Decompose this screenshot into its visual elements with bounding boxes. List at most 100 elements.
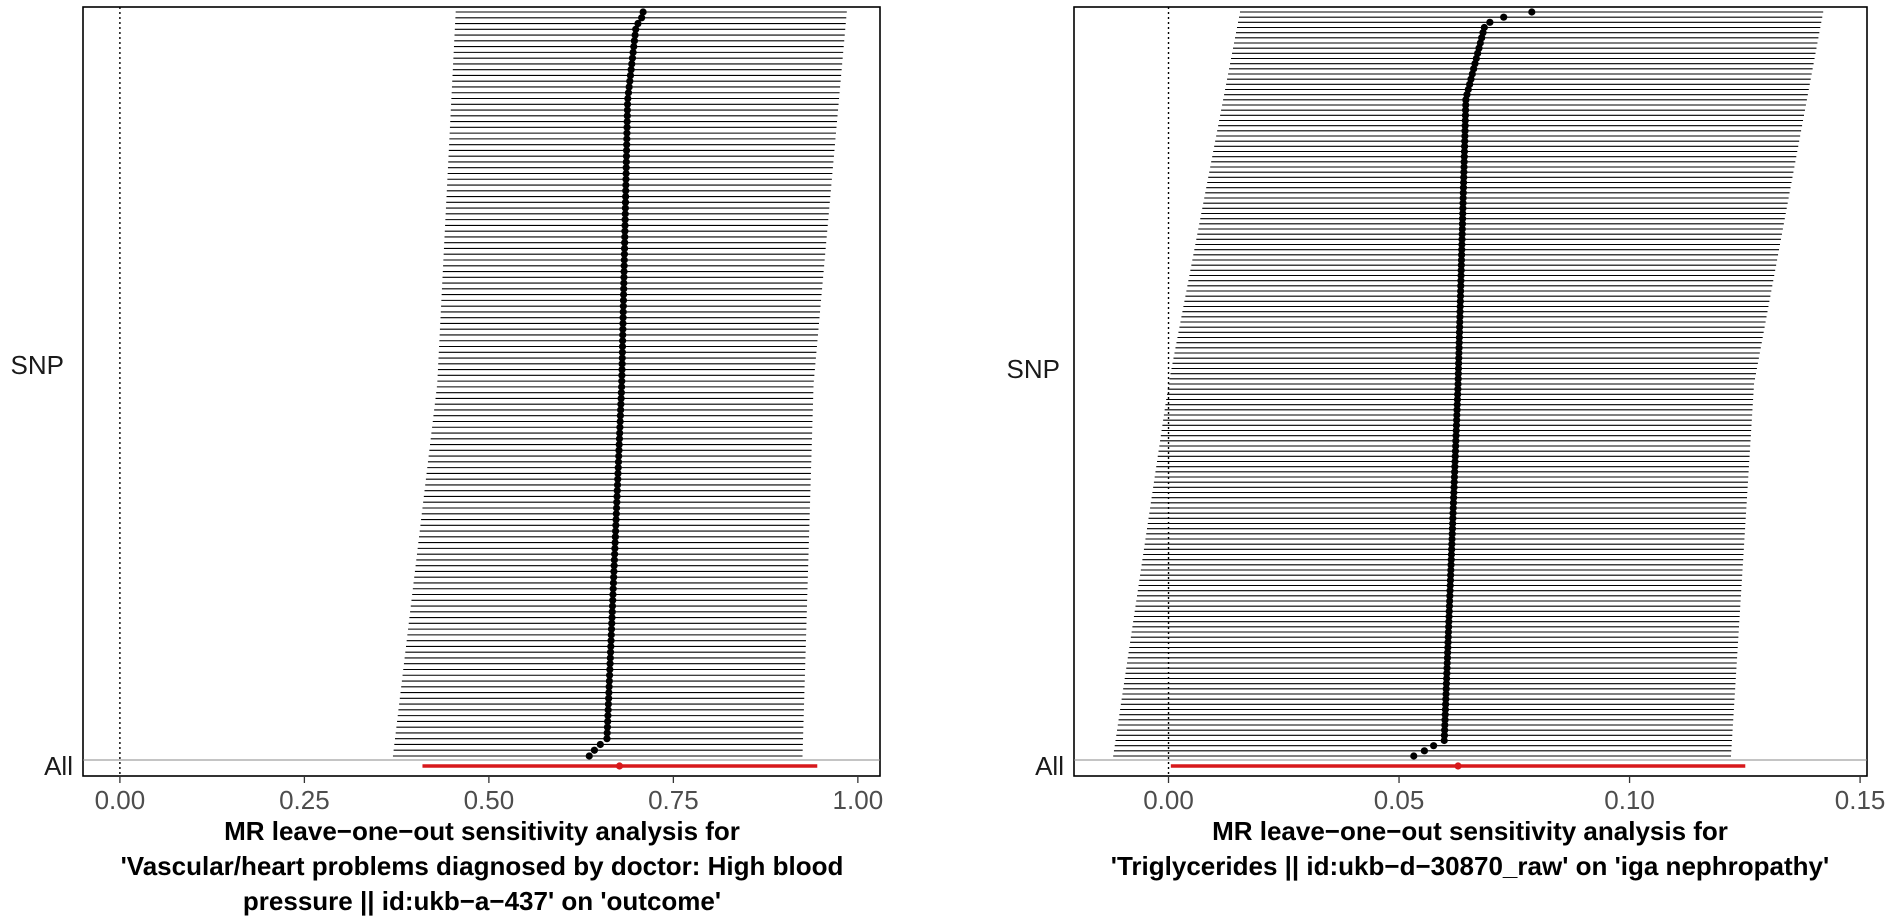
snp-point	[621, 221, 629, 229]
snp-point	[618, 371, 626, 379]
snp-point	[1443, 669, 1451, 677]
all-point	[615, 762, 624, 770]
snp-point	[609, 585, 617, 593]
snp-point	[1456, 302, 1464, 311]
snp-point	[603, 735, 611, 743]
snp-point	[1456, 308, 1464, 316]
snp-point	[1443, 654, 1452, 662]
snp-point	[607, 642, 615, 651]
y-axis-title: SNP	[1007, 354, 1060, 384]
snp-point	[609, 590, 617, 599]
snp-point	[1450, 494, 1458, 502]
snp-point	[604, 700, 612, 708]
snp-point	[1445, 618, 1453, 626]
snp-point	[1446, 576, 1455, 584]
snp-point	[617, 406, 625, 414]
snp-point	[1441, 711, 1449, 719]
snp-point	[1459, 204, 1467, 212]
snp-point	[621, 216, 629, 224]
snp-point	[1456, 323, 1464, 331]
snp-point	[1459, 194, 1467, 202]
snp-point	[1459, 209, 1467, 218]
snp-point	[620, 279, 628, 287]
snp-point	[618, 354, 626, 362]
snp-point	[1457, 266, 1465, 274]
snp-point	[629, 48, 637, 56]
snp-point	[631, 31, 639, 39]
snp-point	[1441, 726, 1449, 734]
snp-point	[1454, 364, 1463, 373]
snp-point	[612, 504, 621, 512]
snp-point	[622, 146, 631, 155]
snp-point	[1447, 571, 1455, 579]
x-tick-label: 0.15	[1835, 785, 1886, 815]
snp-point	[1452, 442, 1460, 450]
snp-point	[1448, 525, 1457, 533]
snp-point	[621, 233, 629, 241]
snp-point	[625, 83, 633, 91]
snp-point	[1443, 659, 1451, 667]
snp-point	[1450, 473, 1459, 481]
snp-point	[609, 596, 617, 604]
snp-point	[608, 608, 616, 616]
snp-point	[1441, 705, 1450, 714]
snp-point	[621, 198, 630, 206]
snp-point	[1458, 240, 1466, 249]
snp-point	[1447, 556, 1455, 564]
snp-point	[614, 475, 622, 483]
snp-point	[617, 389, 625, 397]
snp-point	[605, 688, 613, 697]
snp-point	[620, 285, 628, 293]
snp-point	[1461, 106, 1470, 114]
snp-point	[618, 348, 626, 356]
snp-point	[1410, 752, 1418, 760]
snp-point	[605, 677, 613, 685]
snp-point	[1451, 452, 1459, 460]
snp-point	[621, 227, 629, 235]
snp-point	[622, 192, 630, 201]
snp-point	[1444, 643, 1452, 652]
snp-point	[1446, 592, 1454, 600]
snp-point	[1450, 483, 1458, 491]
snp-point	[1458, 251, 1466, 259]
y-axis-title: SNP	[11, 350, 64, 380]
snp-point	[1500, 13, 1508, 21]
snp-point	[1445, 612, 1453, 621]
snp-point	[608, 619, 616, 627]
snp-point	[1456, 292, 1465, 300]
snp-point	[619, 314, 627, 322]
snp-point	[1459, 178, 1468, 187]
snp-point	[1462, 96, 1470, 104]
snp-point	[610, 556, 618, 564]
y-tick-label-all: All	[1035, 751, 1064, 781]
snp-point	[622, 169, 630, 178]
snp-point	[1459, 184, 1468, 192]
snp-point	[1442, 695, 1450, 703]
snp-point	[1444, 638, 1452, 646]
snp-point	[628, 54, 637, 62]
snp-point	[611, 544, 619, 552]
snp-point	[1461, 116, 1469, 125]
snp-point	[1455, 349, 1463, 357]
snp-point	[619, 308, 627, 316]
snp-point	[1446, 587, 1454, 595]
x-tick-label: 0.25	[279, 785, 330, 815]
snp-point	[1453, 401, 1461, 409]
forest-plot-right: All SNP 0.00 0.05 0.10 0.15 MR leave−one−out s…	[1007, 6, 1886, 881]
snp-point	[1441, 721, 1449, 729]
snp-point	[1452, 426, 1460, 435]
x-axis-title-line: MR leave−one−out sensitivity analysis fo…	[1212, 816, 1728, 846]
snp-point	[1442, 700, 1450, 708]
snp-point	[613, 487, 621, 495]
snp-point	[615, 452, 623, 460]
snp-point	[1447, 550, 1456, 559]
snp-point	[1440, 731, 1449, 739]
snp-point	[1455, 328, 1464, 336]
snp-point	[1457, 282, 1465, 290]
snp-point	[623, 123, 631, 131]
snp-point	[613, 492, 621, 501]
snp-point	[622, 181, 630, 189]
snp-point	[1451, 463, 1459, 471]
snp-point	[1457, 287, 1465, 295]
snp-point	[1455, 333, 1463, 342]
